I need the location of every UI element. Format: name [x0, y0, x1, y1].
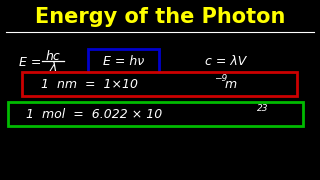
FancyBboxPatch shape: [88, 49, 159, 73]
FancyBboxPatch shape: [8, 102, 303, 126]
Text: E =: E =: [19, 55, 45, 69]
Text: 23: 23: [257, 103, 269, 112]
Text: c = λV: c = λV: [205, 55, 246, 68]
Text: 1  mol  =  6.022 × 10: 1 mol = 6.022 × 10: [26, 107, 162, 120]
Text: hc: hc: [45, 50, 60, 62]
Text: −9: −9: [213, 73, 227, 82]
Text: λ: λ: [49, 60, 57, 73]
Text: m: m: [225, 78, 237, 91]
Text: E = hν: E = hν: [103, 55, 144, 68]
Text: Energy of the Photon: Energy of the Photon: [35, 7, 285, 27]
FancyBboxPatch shape: [22, 72, 297, 96]
Text: 1  nm  =  1×10: 1 nm = 1×10: [41, 78, 138, 91]
